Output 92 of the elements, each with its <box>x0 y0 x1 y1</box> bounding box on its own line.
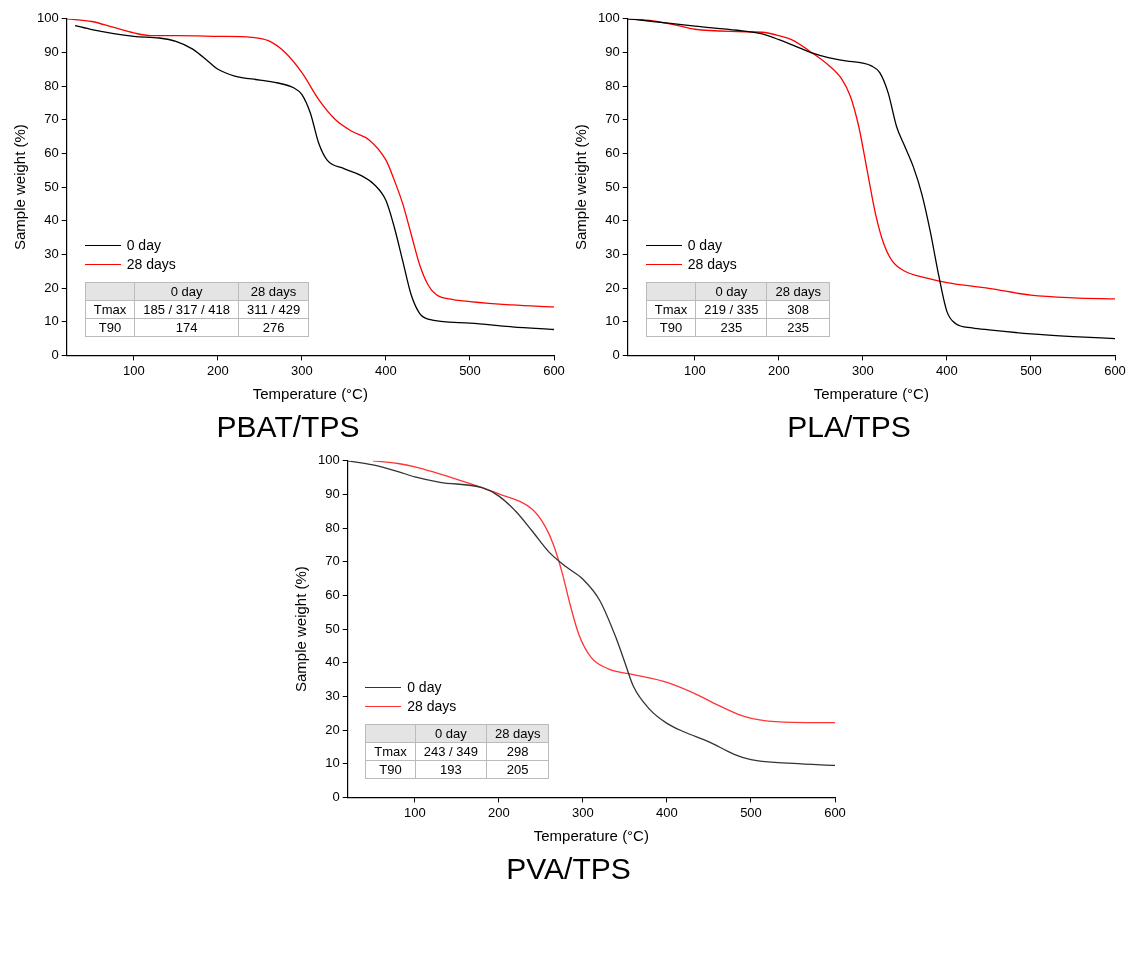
y-tick-label: 30 <box>324 688 340 703</box>
annotation: 0 day <box>415 724 487 743</box>
y-tick-label: 20 <box>605 279 620 295</box>
y-tick-label: 50 <box>605 178 620 194</box>
annotation: 205 <box>486 760 549 779</box>
annotation: 311 / 429 <box>238 300 309 319</box>
text: PBAT/TPS <box>215 410 361 444</box>
y-tick-label: 100 <box>36 10 59 26</box>
y-tick-label: 10 <box>324 755 340 771</box>
annotation: 235 <box>695 318 767 337</box>
x-tick-label: 100 <box>123 362 145 378</box>
x-axis-title: Temperature (°C) <box>533 827 649 845</box>
x-tick-label: 600 <box>823 804 846 820</box>
annotation: Tmax <box>85 300 135 319</box>
annotation: 243 / 349 <box>415 742 487 761</box>
x-tick-label: 300 <box>852 362 874 378</box>
x-tick-label: 200 <box>768 362 790 378</box>
y-tick-label: 20 <box>44 279 59 295</box>
annotation: 0 day <box>695 282 767 301</box>
x-tick-label: 400 <box>655 804 678 820</box>
y-tick-label: 70 <box>324 553 340 569</box>
x-tick-label: 200 <box>207 362 229 378</box>
text: PVA/TPS <box>505 852 632 886</box>
annotation: 219 / 335 <box>695 300 767 319</box>
annotation: 276 <box>238 318 309 337</box>
annotation: 0 day <box>134 282 239 301</box>
x-tick-label: 500 <box>739 804 762 820</box>
y-axis-title: Sample weight (%) <box>572 124 590 251</box>
y-axis-title: Sample weight (%) <box>291 566 309 693</box>
annotation: T90 <box>85 318 135 337</box>
y-tick-label: 80 <box>605 77 620 93</box>
y-tick-label: 70 <box>605 111 620 127</box>
y-tick-label: 10 <box>605 313 620 329</box>
y-tick-label: 60 <box>44 145 59 161</box>
annotation: 308 <box>766 300 830 319</box>
x-axis-title: Temperature (°C) <box>813 385 929 403</box>
x-tick-label: 100 <box>684 362 706 378</box>
annotation: 235 <box>766 318 830 337</box>
legend-label: 28 days <box>126 255 176 275</box>
line-series <box>347 460 835 767</box>
y-tick-label: 50 <box>44 178 59 194</box>
x-tick-label: 200 <box>487 804 510 820</box>
y-tick-label: 80 <box>44 77 59 93</box>
y-tick-label: 100 <box>317 452 340 468</box>
annotation: T90 <box>365 760 416 779</box>
annotation: 28 days <box>238 282 309 301</box>
y-tick-label: 0 <box>51 346 59 362</box>
x-tick-label: 500 <box>1020 362 1042 378</box>
y-tick-label: 90 <box>44 44 59 60</box>
x-tick-label: 600 <box>1104 362 1126 378</box>
y-tick-label: 40 <box>324 654 340 670</box>
y-tick-label: 30 <box>605 246 620 261</box>
y-tick-label: 50 <box>324 620 340 636</box>
line-series <box>371 460 835 724</box>
y-tick-label: 60 <box>324 587 340 603</box>
annotation: Tmax <box>365 742 416 761</box>
y-tick-label: 80 <box>324 519 340 535</box>
x-tick-label: 400 <box>936 362 958 378</box>
annotation: 298 <box>486 742 549 761</box>
x-tick-label: 400 <box>375 362 397 378</box>
y-axis-title: Sample weight (%) <box>11 124 29 251</box>
x-tick-label: 300 <box>291 362 313 378</box>
legend-label: 0 day <box>407 678 442 698</box>
y-tick-label: 100 <box>597 10 620 26</box>
y-tick-label: 90 <box>605 44 620 60</box>
annotation: 174 <box>134 318 239 337</box>
annotation: T90 <box>646 318 696 337</box>
x-tick-label: 500 <box>459 362 481 378</box>
legend-label: 0 day <box>126 236 161 256</box>
legend-label: 28 days <box>407 697 457 717</box>
x-tick-label: 100 <box>403 804 426 820</box>
annotation: 28 days <box>766 282 830 301</box>
y-tick-label: 60 <box>605 145 620 161</box>
annotation: 28 days <box>486 724 549 743</box>
x-axis-title: Temperature (°C) <box>252 385 368 403</box>
text: PLA/TPS <box>786 410 912 444</box>
y-tick-label: 0 <box>612 346 620 362</box>
y-tick-label: 30 <box>44 246 59 261</box>
y-tick-label: 40 <box>44 212 59 228</box>
annotation: Tmax <box>646 300 696 319</box>
y-tick-label: 90 <box>324 486 340 502</box>
annotation: 185 / 317 / 418 <box>134 300 239 319</box>
y-tick-label: 0 <box>331 788 340 804</box>
y-tick-label: 40 <box>605 212 620 228</box>
y-tick-label: 20 <box>324 721 340 737</box>
x-tick-label: 600 <box>543 362 565 378</box>
annotation: 193 <box>415 760 487 779</box>
y-tick-label: 10 <box>44 313 59 329</box>
x-tick-label: 300 <box>571 804 594 820</box>
y-tick-label: 70 <box>44 111 59 127</box>
legend-label: 0 day <box>687 236 722 256</box>
legend-label: 28 days <box>687 255 737 275</box>
